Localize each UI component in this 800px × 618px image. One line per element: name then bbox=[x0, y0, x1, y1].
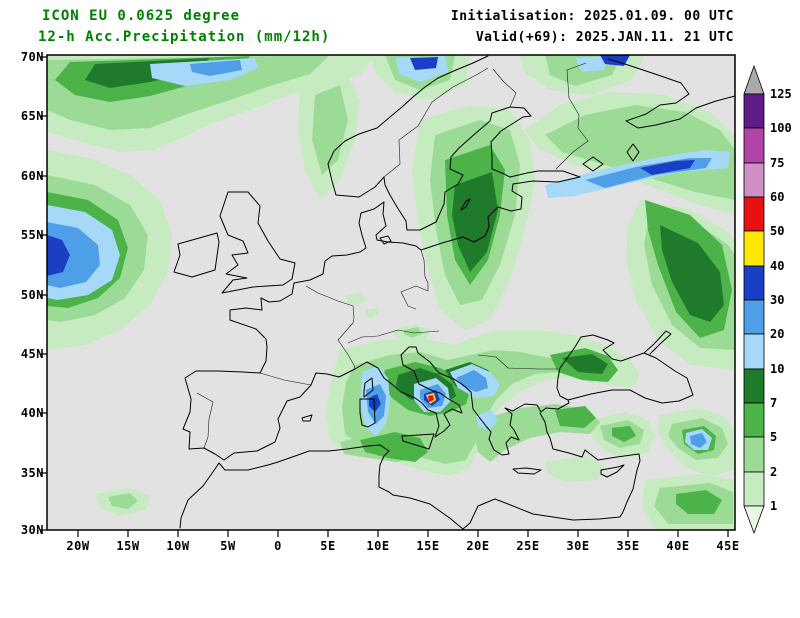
colorbar-segment bbox=[743, 230, 765, 267]
lon-label: 40E bbox=[666, 539, 689, 553]
lon-label: 15W bbox=[116, 539, 139, 553]
product-title: 12-h Acc.Precipitation (mm/12h) bbox=[38, 29, 330, 45]
colorbar-label: 40 bbox=[770, 259, 784, 273]
map-canvas: 70N 65N 60N 55N 50N 45N 40N 35N 30N 20W … bbox=[21, 50, 739, 553]
colorbar-segment bbox=[743, 93, 765, 129]
colorbar-label: 2 bbox=[770, 465, 777, 479]
precip-area-50-60mm bbox=[428, 395, 434, 402]
colorbar-label: 7 bbox=[770, 396, 777, 410]
lon-label: 25E bbox=[516, 539, 539, 553]
map-frame bbox=[46, 54, 736, 531]
colorbar: 125 100 75 60 50 40 30 20 10 7 5 2 1 bbox=[743, 64, 792, 535]
lon-label: 5W bbox=[220, 539, 236, 553]
lat-label: 45N bbox=[21, 347, 44, 361]
lon-label: 30E bbox=[566, 539, 589, 553]
lat-label: 30N bbox=[21, 523, 44, 537]
colorbar-label: 60 bbox=[770, 190, 784, 204]
colorbar-label: 75 bbox=[770, 156, 784, 170]
init-time-label: Initialisation: 2025.01.09. 00 UTC bbox=[451, 9, 734, 24]
country-borders bbox=[196, 62, 589, 449]
lon-label: 35E bbox=[616, 539, 639, 553]
colorbar-segment bbox=[743, 436, 765, 473]
lat-label: 50N bbox=[21, 288, 44, 302]
colorbar-segment bbox=[743, 368, 765, 404]
colorbar-segment bbox=[743, 196, 765, 232]
colorbar-segment bbox=[743, 162, 765, 198]
coastlines bbox=[173, 55, 735, 530]
lon-label: 10W bbox=[166, 539, 189, 553]
lat-label: 35N bbox=[21, 466, 44, 480]
axis-ticks bbox=[40, 56, 729, 537]
colorbar-segment bbox=[743, 333, 765, 370]
colorbar-label: 50 bbox=[770, 224, 784, 238]
colorbar-label: 100 bbox=[770, 121, 792, 135]
colorbar-label: 20 bbox=[770, 327, 784, 341]
colorbar-segment bbox=[743, 265, 765, 301]
lon-label: 20W bbox=[66, 539, 89, 553]
colorbar-cap-above bbox=[743, 64, 765, 95]
colorbar-segment bbox=[743, 127, 765, 164]
lat-label: 60N bbox=[21, 169, 44, 183]
colorbar-segment bbox=[743, 402, 765, 438]
lat-label: 40N bbox=[21, 406, 44, 420]
lat-label: 70N bbox=[21, 50, 44, 64]
colorbar-cap-below bbox=[743, 505, 765, 535]
lon-label: 15E bbox=[416, 539, 439, 553]
colorbar-label: 10 bbox=[770, 362, 784, 376]
lat-label: 55N bbox=[21, 228, 44, 242]
valid-time-label: Valid(+69): 2025.JAN.11. 21 UTC bbox=[476, 30, 734, 45]
model-title: ICON EU 0.0625 degree bbox=[42, 8, 240, 24]
lon-label: 10E bbox=[366, 539, 389, 553]
colorbar-segment bbox=[743, 299, 765, 335]
map-layers bbox=[47, 55, 735, 530]
lat-label: 65N bbox=[21, 109, 44, 123]
lon-label: 45E bbox=[716, 539, 739, 553]
lon-label: 5E bbox=[320, 539, 335, 553]
lon-label: 0 bbox=[274, 539, 282, 553]
colorbar-label: 1 bbox=[770, 499, 777, 513]
colorbar-segment bbox=[743, 471, 765, 507]
colorbar-label: 30 bbox=[770, 293, 784, 307]
lon-label: 20E bbox=[466, 539, 489, 553]
colorbar-label: 125 bbox=[770, 87, 792, 101]
colorbar-label: 5 bbox=[770, 430, 777, 444]
